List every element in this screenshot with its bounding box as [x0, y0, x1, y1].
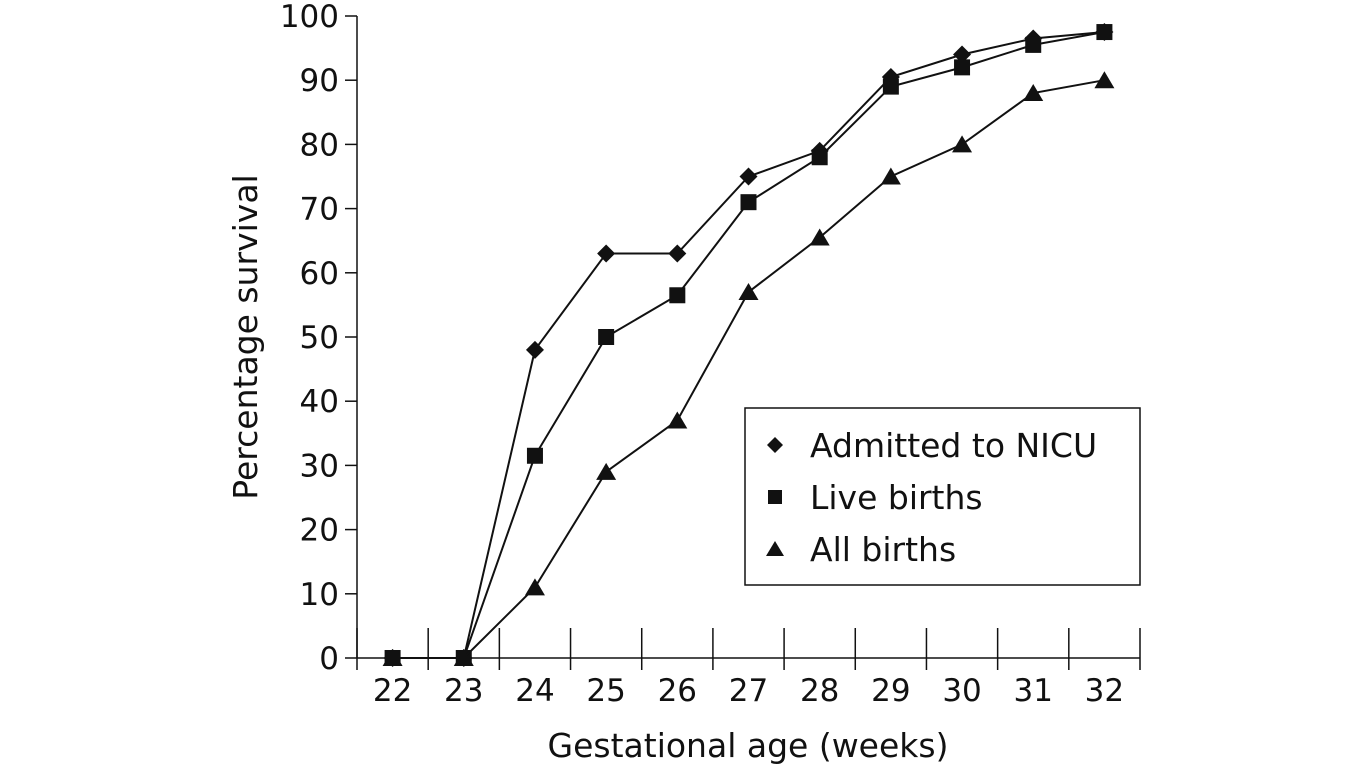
- data-point-triangle: [880, 167, 901, 185]
- y-tick-label: 10: [300, 577, 339, 613]
- axes: 0 10 20 30 40 50 60 70 80 90 100 22 23 24 25 26 27 28 29 30…: [280, 0, 1141, 709]
- data-point-square: [740, 194, 757, 211]
- y-tick-label: 20: [300, 513, 339, 549]
- data-point-triangle: [1094, 71, 1115, 89]
- x-tick-label: 29: [871, 673, 910, 709]
- y-tick-label: 0: [319, 641, 339, 677]
- x-tick-label: 27: [729, 673, 768, 709]
- legend-marker-diamond: [767, 437, 783, 453]
- x-tick-label: 25: [586, 673, 625, 709]
- x-tick-label: 22: [373, 673, 412, 709]
- series-group: [382, 23, 1115, 667]
- legend-label: All births: [810, 530, 956, 569]
- y-tick-label: 70: [300, 192, 339, 228]
- data-point-diamond: [597, 244, 616, 263]
- y-tick-label: 50: [300, 320, 339, 356]
- data-point-square: [811, 149, 828, 166]
- x-axis-label: Gestational age (weeks): [548, 726, 949, 765]
- legend-box: [744, 407, 1141, 586]
- data-point-triangle: [453, 649, 474, 666]
- x-tick-label: 24: [515, 673, 554, 709]
- x-tick-label: 28: [800, 673, 839, 709]
- x-tick-label: 31: [1014, 673, 1053, 709]
- data-point-triangle: [809, 228, 830, 246]
- legend: Admitted to NICU Live births All births: [744, 407, 1141, 586]
- data-point-square: [598, 329, 615, 345]
- x-tick-label: 30: [942, 673, 981, 709]
- legend-marker-square: [768, 490, 782, 504]
- data-point-triangle: [1023, 84, 1044, 102]
- y-tick-label: 100: [280, 0, 339, 35]
- y-tick-label: 90: [300, 63, 339, 99]
- data-point-diamond: [668, 244, 687, 263]
- data-point-triangle: [952, 135, 973, 153]
- data-point-triangle: [382, 649, 403, 666]
- data-point-square: [882, 78, 899, 95]
- x-tick-label: 26: [658, 673, 697, 709]
- data-point-triangle: [738, 283, 759, 301]
- legend-label: Live births: [810, 478, 983, 517]
- data-point-square: [1025, 36, 1042, 53]
- data-point-square: [526, 447, 543, 464]
- y-tick-label: 80: [300, 127, 339, 163]
- data-point-square: [669, 287, 686, 304]
- data-point-diamond: [739, 167, 758, 186]
- x-tick-label: 32: [1085, 673, 1124, 709]
- legend-label: Admitted to NICU: [810, 426, 1097, 465]
- y-tick-label: 30: [300, 448, 339, 484]
- legend-marker-triangle: [766, 541, 784, 556]
- y-axis-label: Percentage survival: [226, 174, 265, 499]
- x-tick-label: 23: [444, 673, 483, 709]
- data-point-triangle: [667, 411, 688, 429]
- data-point-diamond: [953, 45, 972, 64]
- data-point-triangle: [524, 578, 545, 596]
- data-point-square: [954, 59, 971, 76]
- y-tick-label: 60: [300, 256, 339, 292]
- y-tick-label: 40: [300, 384, 339, 420]
- data-point-triangle: [596, 462, 617, 480]
- data-point-square: [1096, 24, 1113, 41]
- data-point-diamond: [525, 340, 544, 359]
